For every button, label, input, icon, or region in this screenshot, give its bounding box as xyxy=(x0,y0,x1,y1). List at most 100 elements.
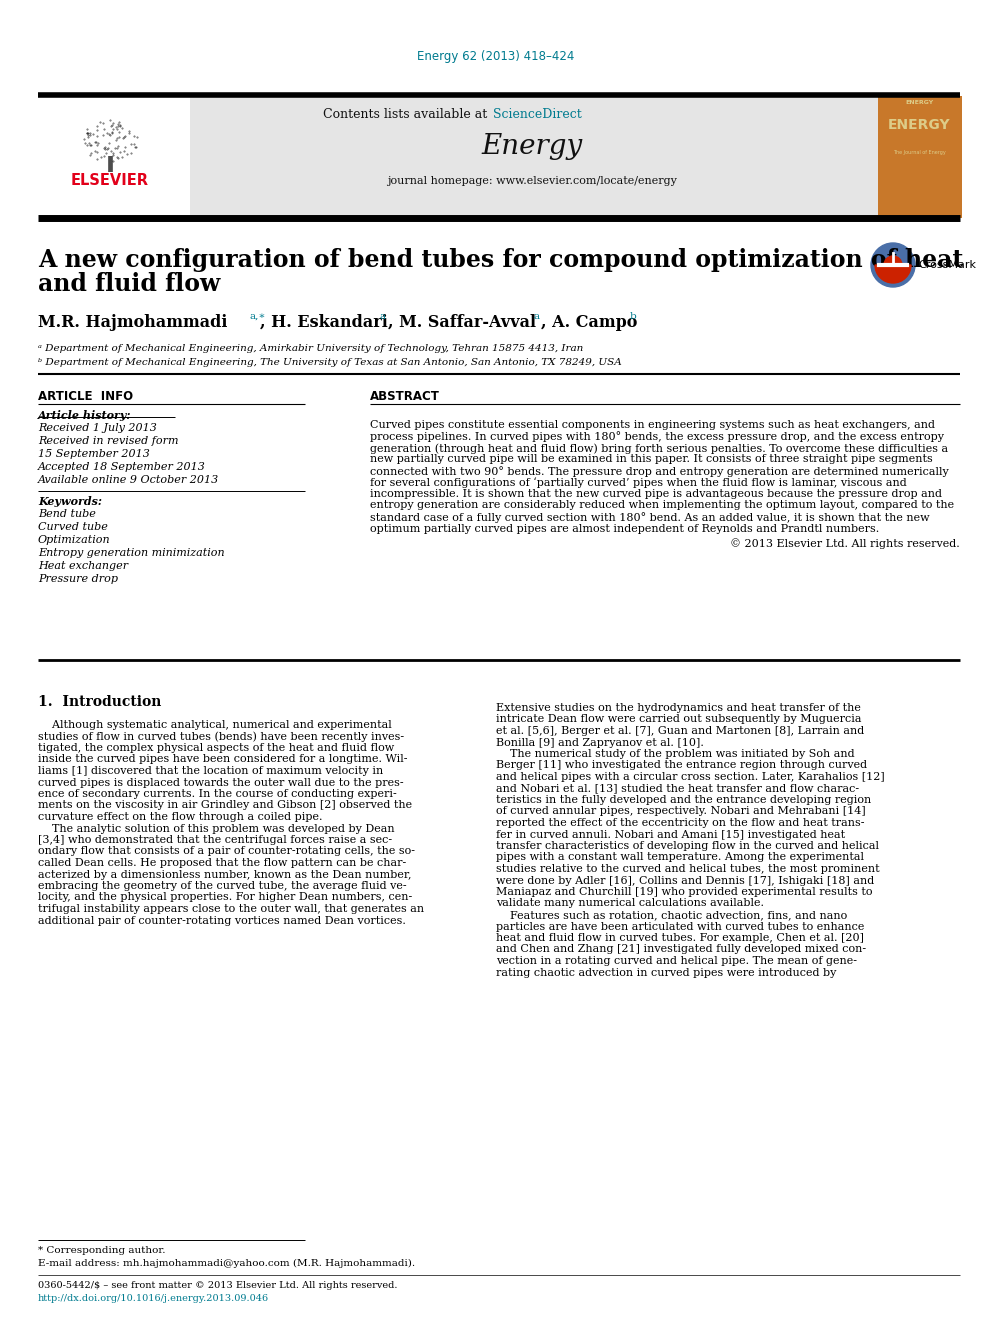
Text: Optimization: Optimization xyxy=(38,534,111,545)
Text: ABSTRACT: ABSTRACT xyxy=(370,390,439,404)
Text: The numerical study of the problem was initiated by Soh and: The numerical study of the problem was i… xyxy=(496,749,855,759)
Text: standard case of a fully curved section with 180° bend. As an added value, it is: standard case of a fully curved section … xyxy=(370,512,930,523)
Text: Features such as rotation, chaotic advection, fins, and nano: Features such as rotation, chaotic advec… xyxy=(496,910,847,919)
Text: Maniapaz and Churchill [19] who provided experimental results to: Maniapaz and Churchill [19] who provided… xyxy=(496,886,873,897)
Text: Heat exchanger: Heat exchanger xyxy=(38,561,128,572)
Circle shape xyxy=(884,255,902,274)
Text: Available online 9 October 2013: Available online 9 October 2013 xyxy=(38,475,219,486)
Text: [3,4] who demonstrated that the centrifugal forces raise a sec-: [3,4] who demonstrated that the centrifu… xyxy=(38,835,392,845)
Text: entropy generation are considerably reduced when implementing the optimum layout: entropy generation are considerably redu… xyxy=(370,500,954,511)
Text: Bend tube: Bend tube xyxy=(38,509,96,519)
Text: generation (through heat and fluid flow) bring forth serious penalties. To overc: generation (through heat and fluid flow)… xyxy=(370,443,948,454)
Text: Pressure drop: Pressure drop xyxy=(38,574,118,583)
Text: and fluid flow: and fluid flow xyxy=(38,273,220,296)
Wedge shape xyxy=(875,265,911,283)
Text: http://dx.doi.org/10.1016/j.energy.2013.09.046: http://dx.doi.org/10.1016/j.energy.2013.… xyxy=(38,1294,269,1303)
Text: of curved annular pipes, respectively. Nobari and Mehrabani [14]: of curved annular pipes, respectively. N… xyxy=(496,807,866,816)
Text: Curved tube: Curved tube xyxy=(38,523,108,532)
Text: journal homepage: www.elsevier.com/locate/energy: journal homepage: www.elsevier.com/locat… xyxy=(387,176,677,187)
Text: a: a xyxy=(380,312,386,321)
Text: ENERGY: ENERGY xyxy=(888,118,950,132)
Text: optimum partially curved pipes are almost independent of Reynolds and Prandtl nu: optimum partially curved pipes are almos… xyxy=(370,524,879,533)
Bar xyxy=(878,97,962,218)
Text: were done by Adler [16], Collins and Dennis [17], Ishigaki [18] and: were done by Adler [16], Collins and Den… xyxy=(496,876,874,885)
Text: Although systematic analytical, numerical and experimental: Although systematic analytical, numerica… xyxy=(38,720,392,730)
Text: A new configuration of bend tubes for compound optimization of heat: A new configuration of bend tubes for co… xyxy=(38,247,963,273)
Text: 15 September 2013: 15 September 2013 xyxy=(38,448,150,459)
Text: and helical pipes with a circular cross section. Later, Karahalios [12]: and helical pipes with a circular cross … xyxy=(496,773,885,782)
Text: studies relative to the curved and helical tubes, the most prominent: studies relative to the curved and helic… xyxy=(496,864,880,875)
Text: process pipelines. In curved pipes with 180° bends, the excess pressure drop, an: process pipelines. In curved pipes with … xyxy=(370,431,944,442)
Bar xyxy=(185,97,878,218)
Text: et al. [5,6], Berger et al. [7], Guan and Martonen [8], Larrain and: et al. [5,6], Berger et al. [7], Guan an… xyxy=(496,726,864,736)
Text: ᵇ Department of Mechanical Engineering, The University of Texas at San Antonio, : ᵇ Department of Mechanical Engineering, … xyxy=(38,359,622,366)
Text: Keywords:: Keywords: xyxy=(38,496,102,507)
Text: , M. Saffar-Avval: , M. Saffar-Avval xyxy=(388,314,536,331)
Text: Extensive studies on the hydrodynamics and heat transfer of the: Extensive studies on the hydrodynamics a… xyxy=(496,703,861,713)
Text: heat and fluid flow in curved tubes. For example, Chen et al. [20]: heat and fluid flow in curved tubes. For… xyxy=(496,933,864,943)
Text: , H. Eskandari: , H. Eskandari xyxy=(260,314,388,331)
Text: curved pipes is displaced towards the outer wall due to the pres-: curved pipes is displaced towards the ou… xyxy=(38,778,404,787)
Text: a: a xyxy=(533,312,539,321)
Text: © 2013 Elsevier Ltd. All rights reserved.: © 2013 Elsevier Ltd. All rights reserved… xyxy=(730,538,960,549)
Text: 0360-5442/$ – see front matter © 2013 Elsevier Ltd. All rights reserved.: 0360-5442/$ – see front matter © 2013 El… xyxy=(38,1281,398,1290)
Text: and Chen and Zhang [21] investigated fully developed mixed con-: and Chen and Zhang [21] investigated ful… xyxy=(496,945,866,954)
Text: intricate Dean flow were carried out subsequently by Muguercia: intricate Dean flow were carried out sub… xyxy=(496,714,861,725)
Text: Contents lists available at: Contents lists available at xyxy=(323,108,491,120)
Text: vection in a rotating curved and helical pipe. The mean of gene-: vection in a rotating curved and helical… xyxy=(496,957,857,966)
Text: ondary flow that consists of a pair of counter-rotating cells, the so-: ondary flow that consists of a pair of c… xyxy=(38,847,415,856)
Text: rating chaotic advection in curved pipes were introduced by: rating chaotic advection in curved pipes… xyxy=(496,967,836,978)
Text: particles are have been articulated with curved tubes to enhance: particles are have been articulated with… xyxy=(496,922,864,931)
Text: * Corresponding author.: * Corresponding author. xyxy=(38,1246,166,1256)
Text: tigated, the complex physical aspects of the heat and fluid flow: tigated, the complex physical aspects of… xyxy=(38,744,394,753)
Text: acterized by a dimensionless number, known as the Dean number,: acterized by a dimensionless number, kno… xyxy=(38,869,412,880)
Text: incompressible. It is shown that the new curved pipe is advantageous because the: incompressible. It is shown that the new… xyxy=(370,490,942,499)
Text: inside the curved pipes have been considered for a longtime. Wil-: inside the curved pipes have been consid… xyxy=(38,754,408,765)
Text: The analytic solution of this problem was developed by Dean: The analytic solution of this problem wa… xyxy=(38,823,395,833)
Text: The Journal of Energy: The Journal of Energy xyxy=(893,149,945,155)
Text: ments on the viscosity in air Grindley and Gibson [2] observed the: ments on the viscosity in air Grindley a… xyxy=(38,800,412,811)
Text: ENERGY: ENERGY xyxy=(905,101,933,105)
Text: ence of secondary currents. In the course of conducting experi-: ence of secondary currents. In the cours… xyxy=(38,789,397,799)
Text: ARTICLE  INFO: ARTICLE INFO xyxy=(38,390,133,404)
Text: ᵃ Department of Mechanical Engineering, Amirkabir University of Technology, Tehr: ᵃ Department of Mechanical Engineering, … xyxy=(38,344,583,353)
Text: transfer characteristics of developing flow in the curved and helical: transfer characteristics of developing f… xyxy=(496,841,879,851)
Bar xyxy=(38,97,190,218)
Text: Berger [11] who investigated the entrance region through curved: Berger [11] who investigated the entranc… xyxy=(496,761,867,770)
Text: embracing the geometry of the curved tube, the average fluid ve-: embracing the geometry of the curved tub… xyxy=(38,881,407,890)
Text: Entropy generation minimization: Entropy generation minimization xyxy=(38,548,224,558)
Text: trifugal instability appears close to the outer wall, that generates an: trifugal instability appears close to th… xyxy=(38,904,425,914)
Text: validate many numerical calculations available.: validate many numerical calculations ava… xyxy=(496,898,764,909)
Text: called Dean cells. He proposed that the flow pattern can be char-: called Dean cells. He proposed that the … xyxy=(38,859,407,868)
Text: Energy: Energy xyxy=(481,134,582,160)
Text: pipes with a constant wall temperature. Among the experimental: pipes with a constant wall temperature. … xyxy=(496,852,864,863)
Text: 1.  Introduction: 1. Introduction xyxy=(38,695,162,709)
Text: new partially curved pipe will be examined in this paper. It consists of three s: new partially curved pipe will be examin… xyxy=(370,455,932,464)
Text: Curved pipes constitute essential components in engineering systems such as heat: Curved pipes constitute essential compon… xyxy=(370,419,935,430)
Text: CrossMark: CrossMark xyxy=(918,261,976,270)
Circle shape xyxy=(871,243,915,287)
Text: Received in revised form: Received in revised form xyxy=(38,437,179,446)
Text: studies of flow in curved tubes (bends) have been recently inves-: studies of flow in curved tubes (bends) … xyxy=(38,732,404,742)
Text: Energy 62 (2013) 418–424: Energy 62 (2013) 418–424 xyxy=(418,50,574,64)
Text: Accepted 18 September 2013: Accepted 18 September 2013 xyxy=(38,462,206,472)
Text: fer in curved annuli. Nobari and Amani [15] investigated heat: fer in curved annuli. Nobari and Amani [… xyxy=(496,830,845,840)
Text: teristics in the fully developed and the entrance developing region: teristics in the fully developed and the… xyxy=(496,795,871,804)
Text: for several configurations of ‘partially curved’ pipes when the fluid flow is la: for several configurations of ‘partially… xyxy=(370,478,907,488)
Text: Article history:: Article history: xyxy=(38,410,132,421)
Text: reported the effect of the eccentricity on the flow and heat trans-: reported the effect of the eccentricity … xyxy=(496,818,864,828)
Text: locity, and the physical properties. For higher Dean numbers, cen-: locity, and the physical properties. For… xyxy=(38,893,413,902)
Text: E-mail address: mh.hajmohammadi@yahoo.com (M.R. Hajmohammadi).: E-mail address: mh.hajmohammadi@yahoo.co… xyxy=(38,1259,415,1269)
Text: connected with two 90° bends. The pressure drop and entropy generation are deter: connected with two 90° bends. The pressu… xyxy=(370,466,948,476)
Text: a,∗: a,∗ xyxy=(250,312,267,321)
Text: Received 1 July 2013: Received 1 July 2013 xyxy=(38,423,157,433)
Text: Bonilla [9] and Zapryanov et al. [10].: Bonilla [9] and Zapryanov et al. [10]. xyxy=(496,737,704,747)
Text: M.R. Hajmohammadi: M.R. Hajmohammadi xyxy=(38,314,227,331)
Text: , A. Campo: , A. Campo xyxy=(541,314,638,331)
Text: liams [1] discovered that the location of maximum velocity in: liams [1] discovered that the location o… xyxy=(38,766,383,777)
Text: additional pair of counter-rotating vortices named Dean vortices.: additional pair of counter-rotating vort… xyxy=(38,916,406,926)
Text: b: b xyxy=(630,312,637,321)
Text: ScienceDirect: ScienceDirect xyxy=(493,108,582,120)
Text: ELSEVIER: ELSEVIER xyxy=(71,173,149,188)
Text: curvature effect on the flow through a coiled pipe.: curvature effect on the flow through a c… xyxy=(38,812,322,822)
